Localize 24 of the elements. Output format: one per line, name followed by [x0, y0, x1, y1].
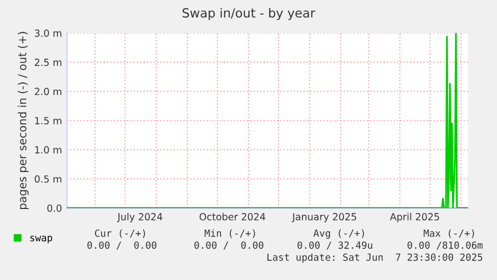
y-tick-label: 2.0 m [34, 88, 62, 96]
text: Avg (-/+) [314, 229, 364, 239]
x-tick-label: July 2024 [117, 212, 162, 222]
text: Last update: Sat Jun 7 23:30:00 2025 [267, 253, 482, 263]
text: 0.00 / 32.49u [298, 241, 372, 250]
line-series [67, 33, 468, 208]
text: 0.00 / 0.00 [194, 241, 264, 250]
text: Max (-/+) [424, 229, 474, 238]
text: Min (-/+) [204, 229, 255, 238]
y-tick-label: 0.5 m [34, 175, 62, 183]
y-tick-label: 2.5 m [34, 58, 62, 66]
x-tick-label: October 2024 [200, 212, 266, 220]
y-tick-label: 1.5 m [35, 117, 62, 124]
legend-label: swap [30, 236, 52, 244]
y-tick-label: 3.0 m [34, 29, 62, 37]
text: 0.00 / 0.00 [87, 241, 156, 250]
x-tick-label: January 2025 [292, 213, 356, 222]
y-tick-label: 1.0 m [35, 146, 62, 154]
y-axis-title: pages per second in (-) / out (+) [18, 32, 29, 210]
text: Cur (-/+) [94, 229, 145, 238]
text: 0.00 /810.06m [408, 241, 483, 250]
y-tick-label: 0.0 [47, 204, 62, 212]
x-tick-label: April 2025 [390, 212, 440, 222]
chart-title: Swap in/out - by year [182, 8, 316, 20]
